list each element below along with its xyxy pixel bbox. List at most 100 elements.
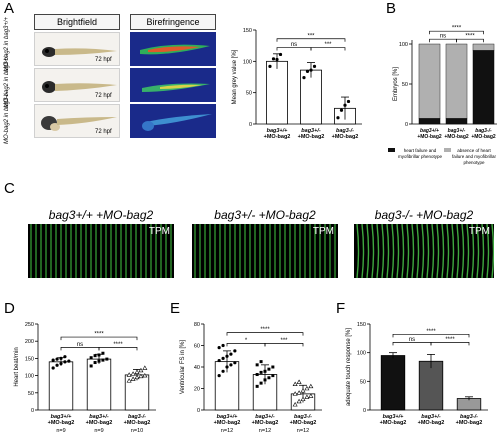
significance-bracket (98, 347, 138, 351)
data-point (138, 367, 144, 373)
legend-swatch (388, 148, 395, 152)
category-label: bag3+/- (89, 414, 109, 420)
data-point (292, 381, 298, 386)
stage-label-1: 72 hpf (95, 57, 112, 63)
y-tick-label: 0 (249, 122, 252, 128)
data-point (221, 343, 225, 348)
data-point (59, 361, 63, 366)
category-label: +MO-bag2 (298, 134, 325, 140)
data-point (304, 394, 310, 399)
stripe (461, 224, 465, 278)
n-label: n=10 (131, 428, 143, 434)
data-point (55, 357, 59, 361)
data-point (267, 376, 271, 380)
panel-label-e: E (170, 300, 181, 317)
stripe (366, 224, 370, 278)
legend-label: myofibrillar phenotype (398, 154, 443, 159)
category-label: +MO-bag2 (471, 134, 496, 140)
row-label-3: MO-bag2 in bag3-/- (4, 91, 10, 144)
panel-label-a: A (4, 0, 15, 17)
category-label: +MO-bag2 (418, 420, 445, 426)
data-point (97, 353, 101, 357)
data-point (138, 373, 144, 379)
significance-label: ns (291, 42, 297, 48)
significance-label: ns (77, 342, 83, 348)
category-label: bag3+/- (448, 128, 466, 134)
data-point (134, 374, 140, 380)
y-tick-label: 100 (25, 374, 34, 380)
significance-label: ns (440, 34, 446, 40)
category-label: bag3-/- (460, 414, 478, 420)
category-label: +MO-bag2 (86, 420, 113, 426)
category-label: +MO-bag2 (252, 420, 279, 426)
panel-label-b: B (386, 0, 397, 17)
data-point (233, 349, 237, 353)
stripe (426, 224, 430, 278)
data-point (259, 360, 263, 364)
data-point (130, 371, 136, 376)
data-point (217, 346, 221, 350)
data-point (296, 398, 302, 404)
stage-label-3: 72 hpf (95, 129, 112, 135)
stripe (416, 224, 420, 278)
tpm-tag-2: TPM (312, 226, 334, 237)
data-point (259, 370, 263, 374)
stripe (361, 224, 365, 278)
data-point (296, 379, 302, 384)
stripe (411, 224, 415, 278)
stripe (401, 224, 405, 278)
y-tick-label: 60 (194, 344, 200, 350)
data-point (51, 358, 55, 362)
data-point (51, 366, 55, 370)
tpm-image-3: TPM (354, 224, 494, 278)
y-tick-label: 50 (246, 91, 252, 97)
y-tick-label: 0 (363, 408, 366, 414)
data-point (308, 393, 314, 398)
stripe (456, 224, 460, 278)
significance-bracket (60, 336, 138, 341)
y-tick-label: 200 (25, 339, 34, 345)
stripe (471, 224, 475, 278)
data-point (130, 376, 136, 381)
zebrafish-larva-icon (42, 47, 117, 57)
stripe (451, 224, 455, 278)
stacked-bar-segment (472, 43, 495, 51)
y-axis-label: Embryos [%] (393, 67, 399, 101)
category-label: bag3+/+ (420, 128, 439, 134)
significance-label: *** (280, 338, 288, 344)
data-point (312, 64, 317, 68)
data-point (229, 363, 233, 367)
y-axis-label: Mean grey value [%] (232, 49, 238, 104)
category-label: bag3+/- (421, 414, 441, 420)
y-tick-label: 40 (194, 365, 200, 371)
data-point (255, 384, 259, 388)
y-tick-label: 100 (243, 59, 252, 65)
data-point (275, 57, 279, 62)
data-point (292, 391, 298, 396)
data-point (305, 69, 310, 73)
y-tick-label: 50 (402, 82, 408, 88)
data-point (89, 356, 93, 360)
tpm-title-2: bag3+/- +MO-bag2 (214, 208, 316, 222)
brightfield-image-3: 72 hpf (34, 104, 120, 138)
significance-label: **** (465, 34, 475, 40)
data-point (63, 360, 67, 364)
panel-label-d: D (4, 300, 15, 317)
data-point (233, 361, 237, 365)
category-label: +MO-bag2 (214, 420, 241, 426)
stacked-bar-segment (445, 43, 468, 119)
significance-bracket (276, 38, 346, 42)
y-tick-label: 0 (405, 122, 408, 128)
data-point (67, 359, 71, 363)
category-label: +MO-bag2 (124, 420, 151, 426)
data-point (336, 116, 340, 120)
data-point (271, 365, 275, 369)
significance-label: *** (307, 33, 315, 39)
y-tick-label: 0 (197, 408, 200, 414)
legend-label: heart failure and (404, 148, 437, 153)
stripe (476, 224, 480, 278)
muscle-birefringence-icon (142, 114, 212, 131)
data-point (278, 52, 283, 57)
y-axis-label: adequate touch response [%] (346, 328, 352, 406)
